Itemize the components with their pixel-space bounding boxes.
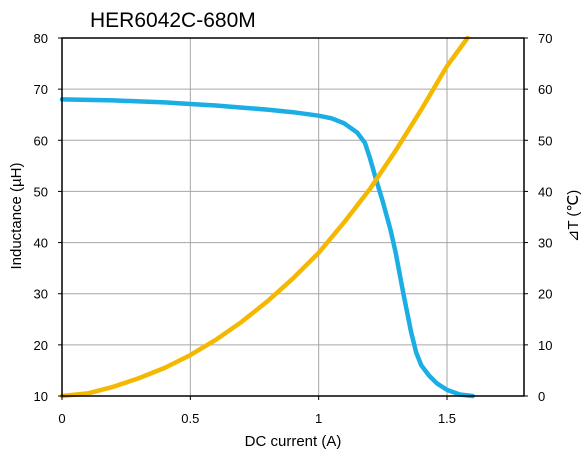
y-tick-label: 30 xyxy=(34,287,48,302)
y-tick-label: 20 xyxy=(34,338,48,353)
temperature-rise-curve xyxy=(59,35,470,399)
y-tick-label: 80 xyxy=(34,31,48,46)
x-tick-label: 0 xyxy=(58,411,65,426)
y2-tick-label: 30 xyxy=(538,236,552,251)
y2-tick-label: 60 xyxy=(538,82,552,97)
y2-tick-label: 50 xyxy=(538,133,552,148)
curves xyxy=(59,35,475,399)
x-tick-label: 1.5 xyxy=(438,411,456,426)
x-tick-label: 0.5 xyxy=(181,411,199,426)
y2-tick-label: 70 xyxy=(538,31,552,46)
y2-tick-label: 0 xyxy=(538,389,545,404)
y-tick-label: 70 xyxy=(34,82,48,97)
y2-axis-label: ⊿T (℃) xyxy=(565,190,582,242)
chart-title: HER6042C-680M xyxy=(90,9,256,32)
y2-tick-label: 40 xyxy=(538,184,552,199)
y-tick-label: 10 xyxy=(34,389,48,404)
y-tick-label: 50 xyxy=(34,184,48,199)
x-axis-label: DC current (A) xyxy=(245,433,342,450)
tick-labels: 10 20 30 40 50 60 70 80 0 10 20 30 40 50 60 70 0 0.5 1 1.5 xyxy=(34,31,553,426)
y-tick-label: 60 xyxy=(34,133,48,148)
gridlines xyxy=(62,37,524,397)
plot-frame xyxy=(61,37,525,397)
y-tick-label: 40 xyxy=(34,236,48,251)
y-axis-label: Inductance (µH) xyxy=(8,162,25,269)
y2-tick-label: 10 xyxy=(538,338,552,353)
x-tick-label: 1 xyxy=(315,411,322,426)
inductance-curve xyxy=(59,97,475,399)
y2-tick-label: 20 xyxy=(538,287,552,302)
